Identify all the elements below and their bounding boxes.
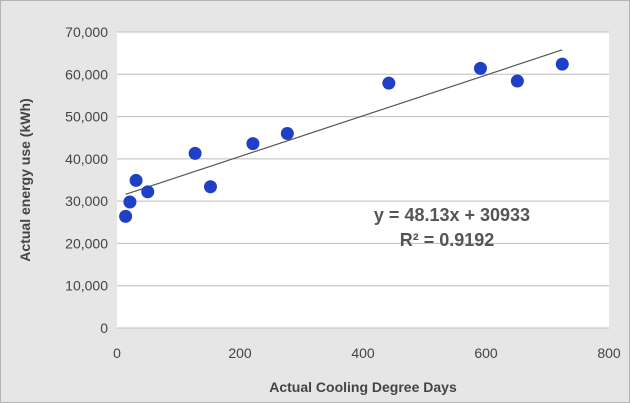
y-tick-label: 40,000 [65, 151, 108, 167]
data-point [119, 209, 133, 223]
data-point [555, 57, 569, 71]
data-points [119, 57, 569, 223]
y-tick-label: 0 [100, 320, 108, 336]
data-point [510, 74, 524, 88]
y-tick-label: 20,000 [65, 235, 108, 251]
x-tick-label: 0 [113, 345, 121, 361]
data-point [141, 185, 155, 199]
gridlines [117, 31, 609, 329]
x-axis-ticks: 0 200 400 600 800 [113, 345, 621, 361]
data-point [473, 61, 487, 75]
y-tick-label: 60,000 [65, 66, 108, 82]
data-point [123, 195, 137, 209]
data-point [280, 126, 294, 140]
data-point [188, 146, 202, 160]
x-tick-label: 200 [228, 345, 252, 361]
y-tick-label: 50,000 [65, 109, 108, 125]
y-axis-title: Actual energy use (kWh) [17, 98, 33, 261]
y-tick-label: 10,000 [65, 278, 108, 294]
r-squared-label: R² = 0.9192 [400, 230, 495, 250]
y-tick-label: 30,000 [65, 193, 108, 209]
plot-area [117, 32, 609, 328]
data-point [246, 137, 260, 151]
x-tick-label: 400 [351, 345, 375, 361]
y-tick-label: 70,000 [65, 24, 108, 40]
data-point [203, 180, 217, 194]
data-point [129, 173, 143, 187]
trendline [125, 49, 563, 195]
x-tick-label: 800 [597, 345, 621, 361]
x-axis-title: Actual Cooling Degree Days [269, 379, 457, 395]
trendline-equation: y = 48.13x + 30933 [374, 205, 530, 225]
y-axis-ticks: 0 10,000 20,000 30,000 40,000 50,000 60,000 70,… [65, 24, 108, 336]
data-point [382, 76, 396, 90]
x-tick-label: 600 [474, 345, 498, 361]
